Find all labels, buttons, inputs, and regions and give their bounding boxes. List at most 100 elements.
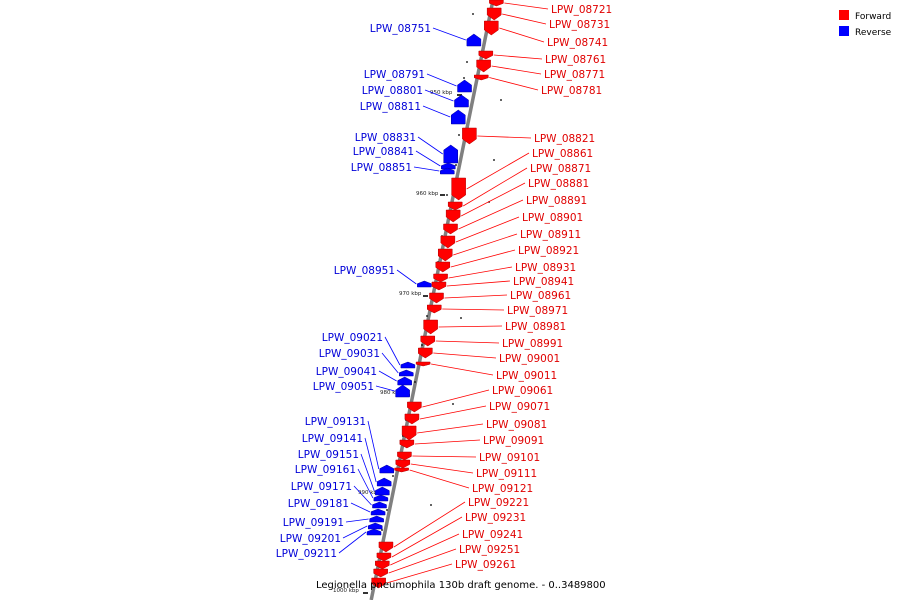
forward-gene-label: LPW_09241 (462, 529, 523, 541)
reverse-gene-arrow (399, 369, 414, 377)
reverse-gene-arrow (370, 508, 386, 516)
forward-gene-leader (412, 455, 477, 458)
forward-gene-arrow (375, 560, 390, 570)
forward-gene-leader (489, 77, 539, 91)
reverse-gene-label: LPW_09021 (322, 332, 383, 344)
reverse-gene-arrow (457, 79, 472, 93)
scale-tick-label: 990 kbp (358, 490, 381, 496)
forward-gene-label: LPW_08961 (510, 290, 571, 302)
forward-gene-label: LPW_09071 (489, 401, 550, 413)
forward-gene-leader (446, 280, 511, 287)
forward-gene-arrow (415, 361, 431, 367)
reverse-gene-leader (422, 105, 451, 118)
forward-gene-label: LPW_09121 (472, 483, 533, 495)
reverse-gene-leader (413, 166, 440, 172)
forward-gene-leader (386, 563, 453, 584)
reverse-gene-label: LPW_08831 (355, 132, 416, 144)
forward-gene-leader (477, 135, 532, 139)
forward-gene-leader (438, 325, 503, 328)
reverse-gene-leader (426, 73, 457, 87)
forward-gene-arrow (373, 568, 388, 578)
reverse-gene-leader (353, 485, 372, 506)
forward-gene-arrow (443, 223, 458, 235)
forward-gene-label: LPW_08971 (507, 305, 568, 317)
forward-gene-label: LPW_08991 (502, 338, 563, 350)
reverse-gene-label: LPW_09161 (295, 464, 356, 476)
forward-gene-label: LPW_09111 (476, 468, 537, 480)
forward-gene-leader (448, 266, 513, 279)
forward-gene-leader (390, 533, 460, 566)
legend-forward-swatch (839, 10, 849, 20)
forward-gene-arrow (489, 0, 504, 7)
legend: Forward Reverse (839, 10, 892, 38)
forward-gene-arrow (404, 413, 420, 425)
forward-gene-leader (431, 363, 494, 376)
reverse-gene-label: LPW_08811 (360, 101, 421, 113)
reverse-gene-arrow (443, 144, 458, 164)
forward-gene-label: LPW_09011 (496, 370, 557, 382)
forward-gene-leader (433, 352, 497, 359)
reverse-gene-arrow (376, 477, 392, 487)
forward-gene-arrow (395, 459, 411, 469)
legend-forward-label: Forward (855, 12, 891, 22)
reverse-gene-arrow (369, 515, 384, 523)
reverse-gene-label: LPW_08851 (351, 162, 412, 174)
reverse-gene-leader (432, 27, 467, 41)
scale-tick-label: 1000 kbp (333, 588, 359, 594)
reverse-gene-arrow (373, 494, 389, 502)
forward-gene-label: LPW_09231 (465, 512, 526, 524)
reverse-gene-leader (415, 150, 441, 167)
reverse-gene-arrow (397, 376, 412, 386)
reverse-gene-arrow (367, 522, 383, 530)
reverse-gene-arrow (454, 94, 469, 108)
reverse-gene-leader (350, 502, 371, 513)
forward-gene-label: LPW_09251 (459, 544, 520, 556)
forward-gene-leader (491, 65, 542, 75)
scale-tick-label: 960 kbp (416, 191, 439, 197)
reverse-gene-leader (384, 336, 401, 366)
reverse-gene-arrow (440, 167, 455, 175)
forward-gene-label: LPW_08741 (547, 37, 608, 49)
forward-gene-arrow (445, 209, 461, 223)
forward-gene-label: LPW_08891 (526, 195, 587, 207)
forward-gene-arrow (478, 50, 494, 60)
reverse-gene-leader (417, 136, 443, 155)
reverse-gene-label: LPW_09191 (283, 517, 344, 529)
forward-gene-arrow (429, 292, 444, 304)
reverse-gene-leader (424, 89, 454, 102)
forward-gene-leader (455, 216, 520, 243)
forward-gene-label: LPW_09001 (499, 353, 560, 365)
forward-gene-label: LPW_08931 (515, 262, 576, 274)
forward-gene-label: LPW_09261 (455, 559, 516, 571)
reverse-gene-leader (357, 468, 374, 499)
reverse-gene-leader (378, 370, 397, 382)
reverse-gene-leader (345, 518, 369, 523)
reverse-gene-leader (367, 420, 380, 470)
reverse-gene-leader (342, 525, 368, 539)
forward-gene-leader (444, 294, 508, 299)
reverse-gene-label: LPW_09211 (276, 548, 337, 560)
scale-tick-label: 980 kbp (380, 390, 403, 396)
legend-reverse-swatch (839, 26, 849, 36)
forward-gene-label: LPW_09101 (479, 452, 540, 464)
forward-gene-arrow (462, 127, 477, 145)
scale-tick-label: 970 kbp (399, 291, 422, 297)
forward-gene-arrow (423, 319, 438, 335)
forward-gene-leader (419, 405, 487, 420)
forward-gene-leader (409, 469, 470, 489)
forward-gene-arrow (420, 335, 436, 347)
forward-gene-leader (422, 389, 490, 408)
forward-gene-arrow (437, 248, 453, 262)
reverse-gene-leader (360, 453, 375, 492)
forward-gene-leader (499, 27, 545, 43)
forward-gene-arrow (378, 541, 394, 553)
reverse-gene-label: LPW_09171 (291, 481, 352, 493)
forward-gene-arrow (486, 7, 502, 21)
forward-gene-leader (458, 199, 524, 230)
reverse-gene-label: LPW_08751 (370, 23, 431, 35)
forward-gene-leader (450, 249, 516, 268)
reverse-gene-arrow (466, 33, 482, 47)
reverse-gene-label: LPW_08951 (334, 265, 395, 277)
forward-gene-label: LPW_09081 (486, 419, 547, 431)
